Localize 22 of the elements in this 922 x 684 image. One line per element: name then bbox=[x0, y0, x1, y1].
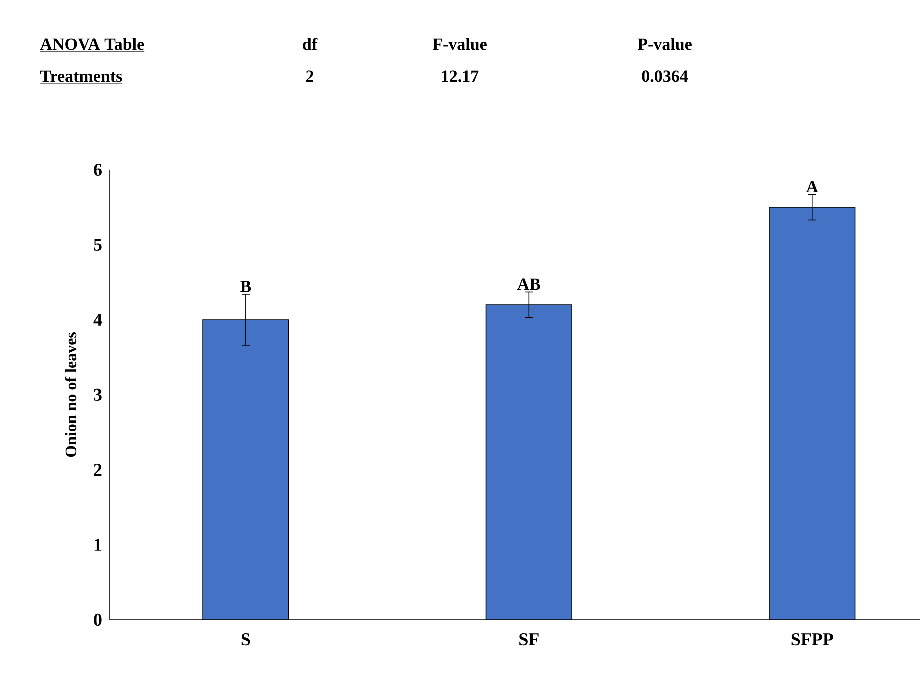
y-tick-label: 4 bbox=[94, 314, 102, 326]
y-axis-title: Onion no of leaves bbox=[65, 332, 77, 458]
y-tick-label: 0 bbox=[94, 614, 102, 626]
y-tick-label: 1 bbox=[94, 539, 102, 551]
y-tick-label: 3 bbox=[94, 388, 102, 402]
text: df bbox=[303, 38, 318, 50]
y-tick-label: 6 bbox=[94, 164, 102, 176]
text: F-value bbox=[432, 38, 487, 50]
data-label: A bbox=[806, 181, 818, 193]
text: 0.0364 bbox=[642, 70, 688, 82]
text: 2 bbox=[306, 70, 314, 82]
y-tick-label: 2 bbox=[94, 464, 102, 476]
text: ANOVA Table bbox=[40, 38, 144, 50]
text: Treatments bbox=[40, 70, 122, 82]
x-tick-label: SF bbox=[520, 634, 539, 646]
data-label: AB bbox=[518, 278, 540, 290]
text: 12.17 bbox=[442, 70, 479, 82]
text: P-value bbox=[638, 38, 692, 50]
x-tick-label: SFPP bbox=[792, 634, 834, 646]
y-tick-label: 5 bbox=[94, 238, 102, 251]
data-label: B bbox=[240, 281, 252, 292]
x-tick-label: S bbox=[242, 634, 250, 646]
